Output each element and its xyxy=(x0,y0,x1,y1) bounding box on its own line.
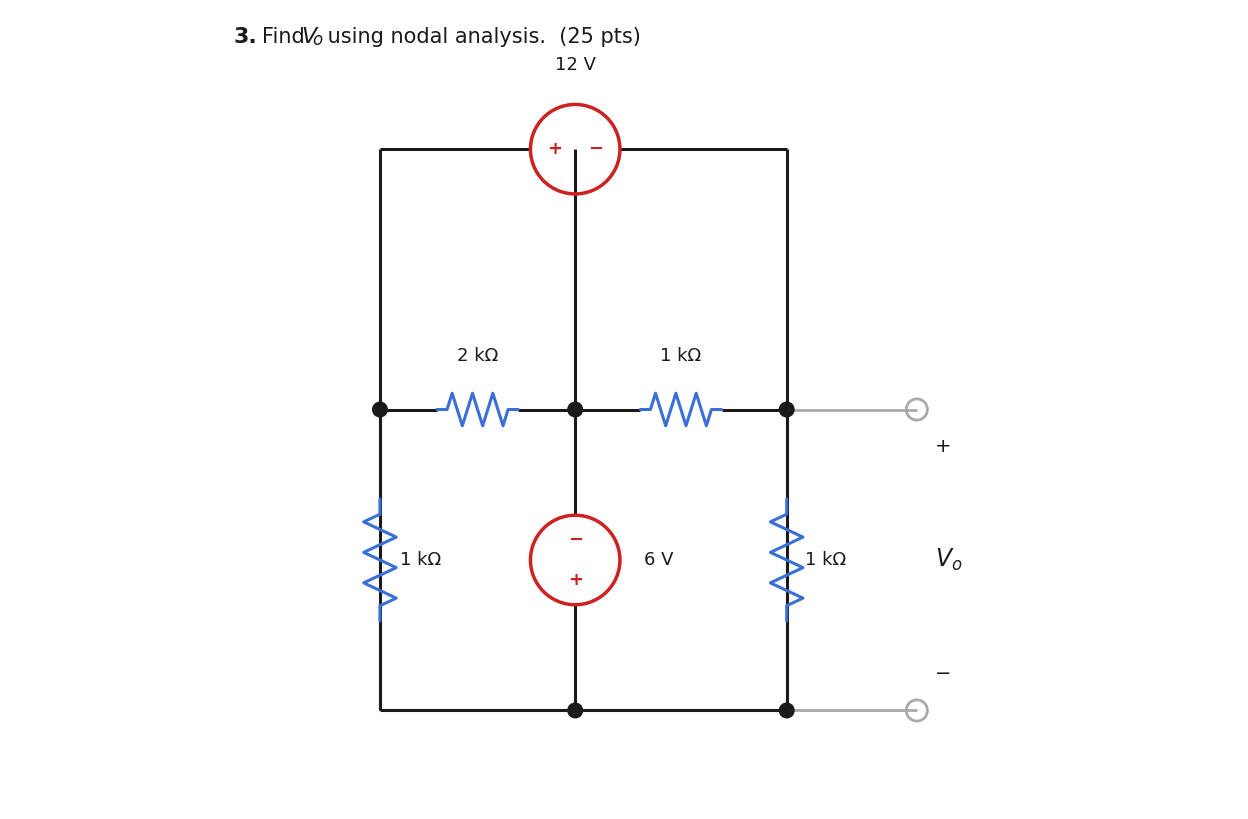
Circle shape xyxy=(779,704,794,717)
Text: 1 kΩ: 1 kΩ xyxy=(401,551,442,569)
Text: 12 V: 12 V xyxy=(554,56,595,74)
Text: $\mathbf{\mathit{V}}$: $\mathbf{\mathit{V}}$ xyxy=(301,27,319,48)
Circle shape xyxy=(568,402,583,417)
Text: $V_o$: $V_o$ xyxy=(935,547,962,573)
Text: −: − xyxy=(588,140,603,158)
Text: +: + xyxy=(935,437,951,455)
Text: Find: Find xyxy=(262,27,312,48)
Text: 1 kΩ: 1 kΩ xyxy=(805,551,846,569)
Text: +: + xyxy=(548,140,563,158)
Text: using nodal analysis.  (25 pts): using nodal analysis. (25 pts) xyxy=(322,27,641,48)
Text: $\mathbf{\mathit{o}}$: $\mathbf{\mathit{o}}$ xyxy=(312,31,323,49)
Circle shape xyxy=(373,402,387,417)
Text: 1 kΩ: 1 kΩ xyxy=(660,346,701,364)
Text: 3.: 3. xyxy=(233,27,257,48)
Circle shape xyxy=(779,402,794,417)
Circle shape xyxy=(568,704,583,717)
Text: 2 kΩ: 2 kΩ xyxy=(457,346,498,364)
Text: −: − xyxy=(935,664,951,683)
Text: +: + xyxy=(568,571,583,589)
Text: −: − xyxy=(568,531,583,549)
Text: 6 V: 6 V xyxy=(644,551,674,569)
